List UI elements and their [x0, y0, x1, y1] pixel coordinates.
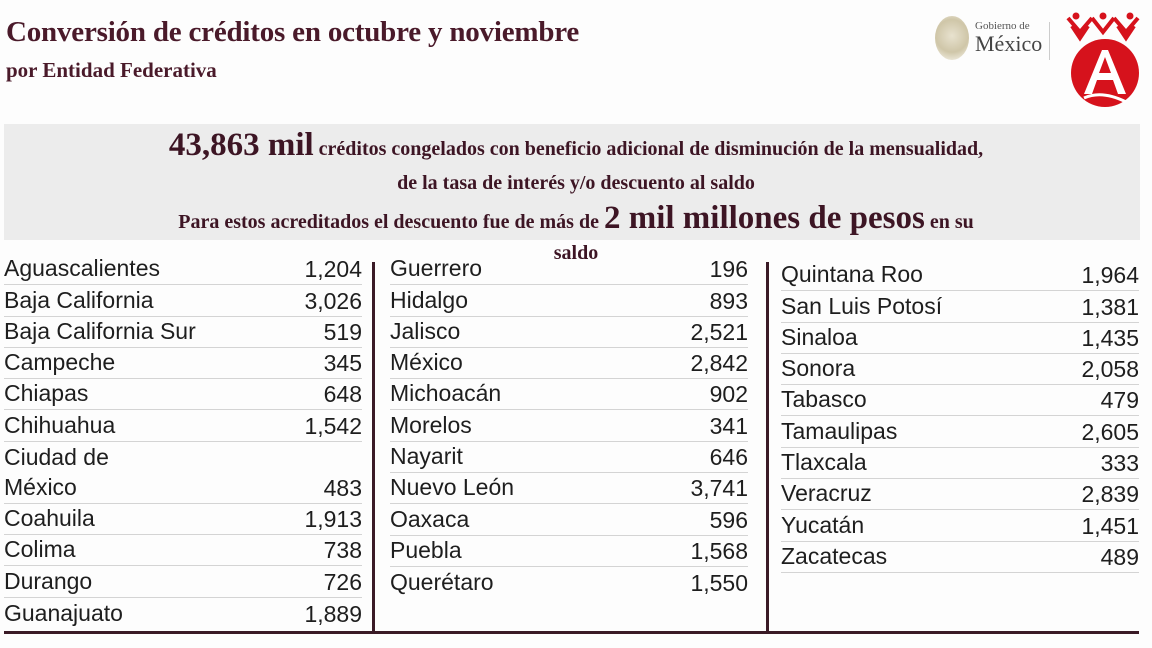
- banner-line-1: 43,863 mil créditos congelados con benef…: [168, 127, 984, 163]
- discount-amount: 2 mil millones de pesos: [603, 200, 925, 236]
- table-row: Nayarit 646: [390, 442, 748, 474]
- banner-line-2: de la tasa de interés y/o descuento al s…: [397, 172, 755, 194]
- table-row: Tamaulipas 2,605: [781, 416, 1139, 448]
- page-subtitle: por Entidad Federativa: [6, 58, 217, 82]
- credits-total: 43,863 mil: [168, 127, 314, 163]
- table-column-3: Quintana Roo 1,964 San Luis Potosí 1,381 S…: [781, 260, 1139, 573]
- table-row: Querétaro 1,550: [390, 569, 748, 597]
- summary-banner: [4, 124, 1140, 240]
- infonavit-logo-icon: [1066, 12, 1140, 107]
- table-row: Nuevo León 3,741: [390, 473, 748, 505]
- table-row: Quintana Roo 1,964: [781, 260, 1139, 292]
- table-row: Colima 738: [4, 535, 362, 567]
- logo-separator: [1049, 22, 1050, 60]
- banner-line-4: saldo: [553, 242, 599, 264]
- table-row: Guerrero 196: [390, 254, 748, 286]
- page-title: Conversión de créditos en octubre y novi…: [6, 16, 580, 48]
- table-row: Oaxaca 596: [390, 504, 748, 536]
- table-row: Chiapas 648: [4, 379, 362, 411]
- logo-text-line1: Gobierno de: [975, 20, 1030, 32]
- table-row: Michoacán 902: [390, 379, 748, 411]
- table-row: Aguascalientes 1,204: [4, 254, 362, 286]
- gobierno-de-mexico-logo: Gobierno de México: [935, 12, 1045, 64]
- national-seal-icon: [935, 16, 969, 60]
- table-row: Durango 726: [4, 566, 362, 598]
- table-column-2: Guerrero 196 Hidalgo 893 Jalisco 2,521 Méxi…: [390, 254, 748, 598]
- table-row: Tlaxcala 333: [781, 448, 1139, 480]
- table-row: Campeche 345: [4, 348, 362, 380]
- table-row: Baja California Sur 519: [4, 317, 362, 348]
- table-row: Sonora 2,058: [781, 354, 1139, 386]
- table-row: Sinaloa 1,435: [781, 323, 1139, 354]
- table-row: Chihuahua 1,542: [4, 410, 362, 442]
- table-row: Yucatán 1,451: [781, 510, 1139, 542]
- banner-line-3: Para estos acreditados el descuento fue …: [178, 200, 974, 236]
- table-row: Morelos 341: [390, 410, 748, 442]
- table-row: Veracruz 2,839: [781, 479, 1139, 511]
- logo-text-line2: México: [975, 31, 1043, 56]
- table-column-1: Aguascalientes 1,204 Baja California 3,026…: [4, 254, 362, 629]
- table-row: Tabasco 479: [781, 385, 1139, 417]
- table-row: San Luis Potosí 1,381: [781, 291, 1139, 323]
- table-row: Zacatecas 489: [781, 542, 1139, 573]
- table-row: Baja California 3,026: [4, 285, 362, 317]
- table-row: Puebla 1,568: [390, 536, 748, 567]
- table-row: Ciudad de México 483: [4, 442, 362, 504]
- table-bottom-rule: [4, 631, 1139, 634]
- table-row: Guanajuato 1,889: [4, 599, 362, 627]
- table-row: Jalisco 2,521: [390, 317, 748, 348]
- column-divider-1: [372, 262, 375, 632]
- table-row: Coahuila 1,913: [4, 504, 362, 536]
- table-row: México 2,842: [390, 348, 748, 380]
- table-row: Hidalgo 893: [390, 285, 748, 317]
- column-divider-2: [766, 262, 769, 632]
